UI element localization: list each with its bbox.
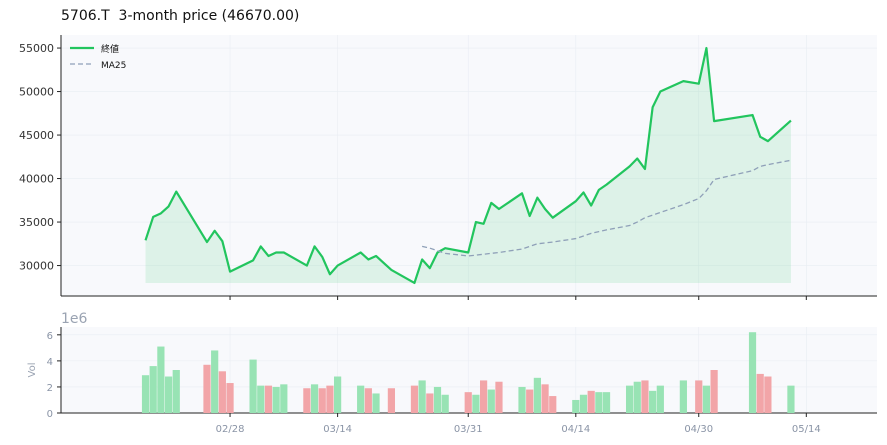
volume-bar (464, 392, 472, 413)
price-y-tick-label: 45000 (19, 129, 54, 142)
volume-bar (441, 394, 449, 413)
volume-bar (787, 385, 795, 413)
volume-bar (203, 364, 211, 413)
volume-bar (326, 385, 334, 413)
volume-bar (257, 385, 265, 413)
volume-bar (495, 381, 503, 413)
legend-ma25-label: MA25 (101, 61, 126, 71)
price-y-tick-label: 30000 (19, 260, 54, 273)
price-y-tick-label: 40000 (19, 173, 54, 186)
volume-bar (410, 385, 419, 413)
volume-bar (141, 375, 150, 413)
price-y-tick-label: 35000 (19, 216, 54, 229)
volume-bar (679, 380, 687, 413)
volume-x-tick-label: 02/28 (216, 424, 245, 435)
volume-y-label: Vol (27, 363, 38, 378)
volume-bar (595, 392, 603, 413)
volume-bar (418, 380, 426, 413)
volume-bar (149, 366, 157, 413)
volume-bar (572, 399, 580, 413)
volume-bar (318, 388, 326, 413)
price-line (144, 46, 792, 285)
volume-bar (334, 376, 342, 413)
volume-bar (633, 381, 641, 413)
volume-bar (164, 376, 173, 413)
volume-bar (587, 390, 595, 413)
volume-bar (541, 384, 549, 413)
volume-bar (264, 385, 273, 413)
volume-bar (487, 389, 495, 413)
volume-bar (387, 388, 395, 413)
volume-bar (226, 383, 234, 413)
volume-x-tick-label: 04/30 (684, 424, 713, 435)
volume-bar (625, 385, 634, 413)
volume-bar (579, 394, 588, 413)
volume-bar (526, 389, 534, 413)
volume-x-tick-label: 03/14 (323, 424, 352, 435)
volume-x-tick-label: 05/14 (792, 424, 821, 435)
price-area-fill (145, 48, 791, 283)
volume-bar (756, 373, 764, 413)
volume-bar (172, 370, 180, 413)
volume-y-tick-label: 0 (47, 409, 53, 420)
volume-bar (702, 385, 711, 413)
volume-bar (656, 385, 664, 413)
volume-bar (641, 380, 649, 413)
price-y-tick-label: 50000 (19, 86, 54, 99)
volume-bar (602, 392, 611, 413)
volume-bar (748, 332, 757, 413)
volume-bar (472, 394, 480, 413)
volume-bar (272, 386, 280, 413)
volume-bar (280, 384, 288, 413)
legend-close-label: 終値 (101, 43, 119, 55)
ma25-line (421, 159, 792, 257)
volume-y-tick-label: 6 (47, 331, 53, 342)
chart-title: 5706.T 3-month price (46670.00) (61, 8, 300, 24)
volume-bar (364, 388, 372, 413)
volume-offset-label: 1e6 (61, 311, 88, 327)
volume-y-tick-label: 4 (47, 357, 53, 368)
volume-bar (372, 393, 380, 413)
volume-bar (518, 386, 526, 413)
volume-bar (218, 371, 226, 413)
volume-bar (649, 390, 657, 413)
volume-bar (695, 380, 703, 413)
volume-bar (310, 384, 319, 413)
volume-bar (357, 385, 365, 413)
volume-bar (710, 370, 718, 413)
volume-x-tick-label: 04/14 (561, 424, 590, 435)
volume-bar (549, 396, 557, 413)
volume-bar (426, 393, 434, 413)
volume-x-tick-label: 03/31 (454, 424, 483, 435)
volume-y-tick-label: 2 (47, 383, 53, 394)
volume-bar (157, 346, 165, 413)
volume-bar (533, 377, 541, 413)
volume-bar (764, 376, 772, 413)
volume-bar (249, 359, 257, 413)
volume-bar (479, 380, 488, 413)
price-y-tick-label: 55000 (19, 42, 54, 55)
volume-bar (433, 386, 442, 413)
volume-bar (303, 388, 311, 413)
volume-bar (211, 350, 219, 413)
